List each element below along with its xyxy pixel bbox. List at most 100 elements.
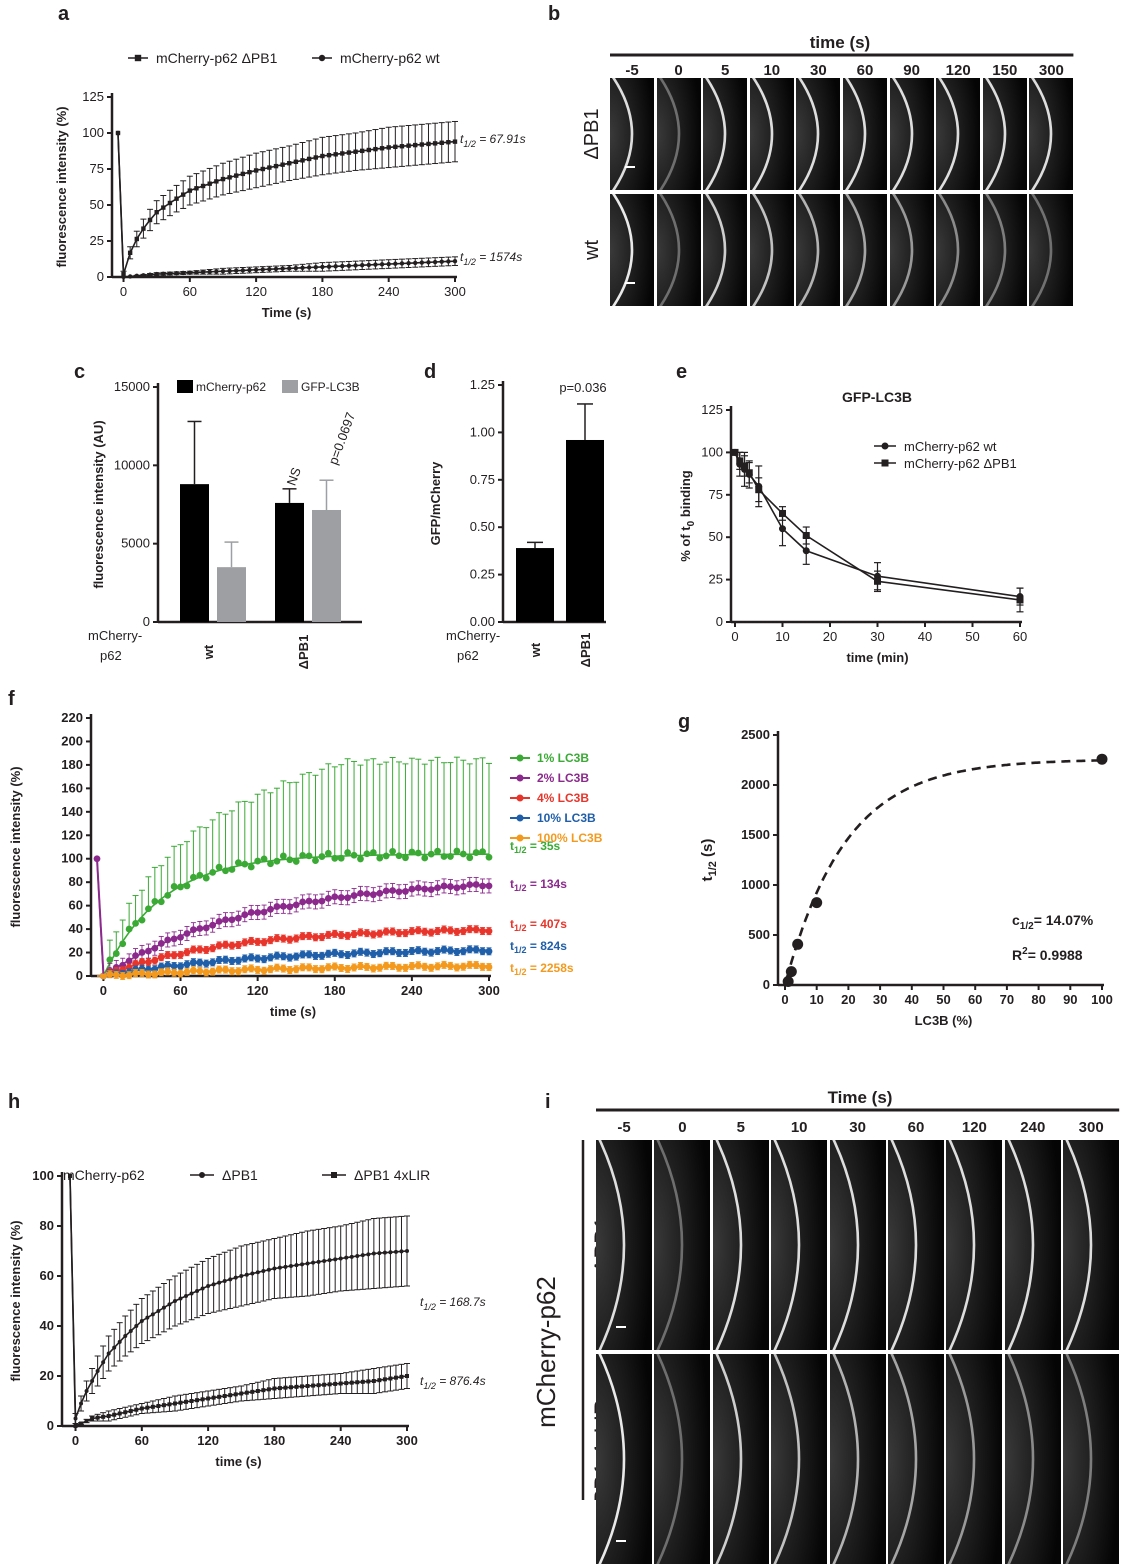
- data-point: [170, 883, 178, 890]
- x-tick-label: 300: [396, 1433, 418, 1448]
- y-tick-label: 5000: [121, 536, 150, 551]
- data-point: [299, 898, 307, 906]
- data-point: [202, 874, 210, 882]
- bar: [180, 484, 209, 622]
- data-point: [324, 849, 332, 857]
- data-point: [209, 868, 217, 876]
- bleach-line: [96, 858, 105, 974]
- timepoint-label: 10: [763, 62, 780, 79]
- panel-label-c: c: [74, 361, 85, 383]
- data-point: [421, 854, 429, 862]
- data-point: [222, 941, 229, 949]
- x-tick-label: 0: [72, 1433, 79, 1448]
- data-point: [874, 577, 881, 585]
- data-point: [214, 179, 219, 184]
- y-tick-label: 80: [40, 1218, 54, 1233]
- data-point: [207, 181, 212, 186]
- data-point: [134, 236, 139, 242]
- data-point: [183, 948, 191, 956]
- y-axis-title: fluorescence intensity (AU): [91, 420, 106, 588]
- micrograph-arc: [656, 194, 701, 306]
- micrograph-cell: [1004, 1140, 1061, 1350]
- timepoint-label: -5: [617, 1119, 630, 1136]
- data-point: [156, 1404, 161, 1408]
- bar: [217, 567, 246, 622]
- micrograph-arc: [771, 1354, 828, 1564]
- micrograph-cell: [982, 194, 1027, 306]
- data-point: [388, 1250, 393, 1255]
- micrograph-arc: [712, 1354, 769, 1564]
- data-point: [267, 165, 272, 170]
- data-point: [254, 857, 262, 865]
- data-point: [294, 1263, 299, 1268]
- micrograph-cell: [936, 78, 981, 190]
- micrograph-arc: [888, 1140, 944, 1350]
- data-point: [177, 933, 184, 941]
- data-point: [322, 1382, 327, 1387]
- data-point: [177, 962, 184, 970]
- x-tick-label: 50: [965, 629, 979, 644]
- data-point: [485, 927, 493, 935]
- data-point: [316, 1259, 321, 1264]
- y-tick-label: 100: [32, 1168, 54, 1183]
- timepoint-label: 240: [1020, 1119, 1045, 1136]
- data-point: [106, 956, 114, 964]
- data-point: [228, 1277, 233, 1282]
- data-point: [134, 1407, 139, 1412]
- data-point: [382, 887, 390, 895]
- micrograph-cell: [712, 1140, 769, 1350]
- data-point: [132, 969, 139, 977]
- data-point: [157, 940, 165, 947]
- data-point: [174, 196, 179, 201]
- micrograph-arc: [829, 1354, 886, 1564]
- y-tick-label: 75: [90, 161, 104, 176]
- row-label: wt: [581, 240, 603, 261]
- data-point: [157, 963, 165, 970]
- data-point: [93, 855, 101, 863]
- data-point: [305, 1261, 310, 1266]
- micrograph-cell: [596, 1354, 652, 1564]
- timepoint-label: 5: [721, 62, 729, 79]
- data-point: [134, 54, 142, 62]
- data-point: [326, 264, 332, 269]
- data-point: [406, 260, 411, 266]
- data-point: [174, 271, 179, 276]
- data-point: [247, 169, 252, 175]
- data-point: [228, 1393, 233, 1398]
- data-point: [318, 54, 326, 62]
- data-point: [194, 270, 199, 275]
- data-point: [446, 259, 451, 264]
- data-point: [286, 936, 294, 944]
- data-point: [333, 152, 338, 157]
- data-point: [379, 146, 385, 151]
- data-point: [145, 958, 152, 966]
- x-row-title: mCherry-: [88, 628, 142, 643]
- data-point: [382, 1377, 387, 1382]
- data-point: [382, 947, 390, 955]
- x-tick-label: 120: [245, 284, 267, 299]
- data-point: [312, 933, 319, 941]
- data-point: [141, 273, 146, 278]
- data-point: [292, 901, 300, 909]
- bar: [516, 548, 554, 622]
- data-point: [123, 1410, 128, 1415]
- y-tick-label: 50: [90, 197, 104, 212]
- data-point: [100, 972, 107, 980]
- data-point: [202, 969, 210, 976]
- micrograph-arc: [610, 194, 654, 306]
- data-point: [802, 532, 810, 540]
- data-point: [360, 1253, 365, 1258]
- data-point: [311, 1383, 316, 1388]
- data-point: [209, 968, 217, 975]
- data-point: [305, 932, 313, 940]
- data-point: [260, 855, 268, 863]
- micrograph-arc: [703, 78, 748, 190]
- data-point: [260, 938, 268, 946]
- micrograph-cell: [712, 1354, 769, 1564]
- scale-bar: [615, 1326, 626, 1328]
- data-point: [234, 941, 242, 949]
- data-point: [779, 509, 786, 517]
- x-tick-label: 240: [330, 1433, 352, 1448]
- y-tick-label: 125: [701, 402, 723, 417]
- data-point: [439, 259, 444, 264]
